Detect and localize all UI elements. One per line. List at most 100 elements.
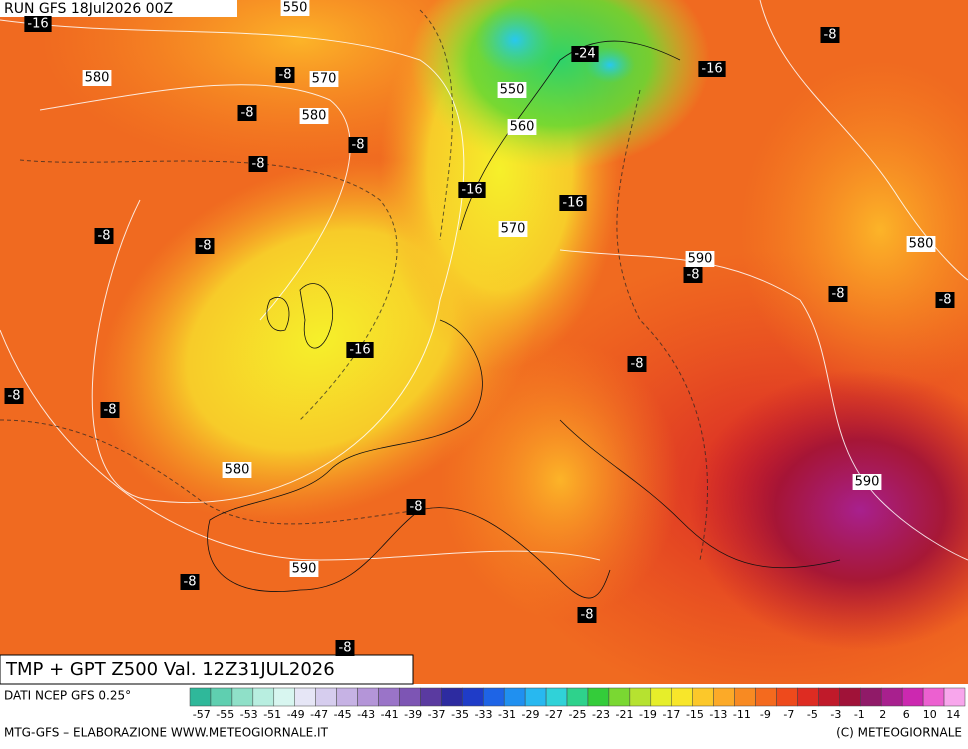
height-label: 580 bbox=[85, 71, 110, 86]
legend-swatch bbox=[839, 687, 861, 707]
temp-label: -8 bbox=[241, 106, 254, 121]
temp-label: -8 bbox=[199, 239, 212, 254]
legend-swatch bbox=[692, 687, 714, 707]
legend-swatch bbox=[357, 687, 379, 707]
legend-swatch bbox=[482, 687, 505, 707]
temp-label-box bbox=[237, 105, 257, 121]
temp-label: -8 bbox=[631, 357, 644, 372]
legend-label: -11 bbox=[733, 708, 751, 721]
temp-label: -8 bbox=[104, 403, 117, 418]
legend-swatch bbox=[315, 687, 337, 707]
temp-label: -16 bbox=[461, 183, 482, 198]
legend-swatch bbox=[734, 687, 756, 707]
temp-label: -8 bbox=[8, 389, 21, 404]
legend-label: -47 bbox=[310, 708, 328, 721]
temp-label: -16 bbox=[562, 196, 583, 211]
temp-label-box bbox=[346, 342, 374, 358]
legend-label: -1 bbox=[854, 708, 865, 721]
legend-swatch bbox=[797, 687, 819, 707]
temp-label-box bbox=[577, 607, 597, 623]
temp-label-box bbox=[406, 499, 426, 515]
legend-label: -15 bbox=[686, 708, 704, 721]
temp-label: -8 bbox=[687, 268, 700, 283]
temp-label: -8 bbox=[252, 157, 265, 172]
temp-label: -8 bbox=[184, 575, 197, 590]
temp-label-box bbox=[683, 267, 703, 283]
legend-label: 10 bbox=[923, 708, 937, 721]
legend-label: -45 bbox=[334, 708, 352, 721]
temp-label-box bbox=[195, 238, 215, 254]
legend-swatch bbox=[545, 687, 568, 707]
legend-label: -13 bbox=[709, 708, 727, 721]
height-label-box bbox=[280, 0, 310, 16]
legend-swatch bbox=[189, 687, 212, 707]
temp-label: -8 bbox=[339, 641, 352, 656]
height-label: 570 bbox=[501, 222, 526, 237]
temp-label-box bbox=[100, 402, 120, 418]
temp-label-box bbox=[180, 574, 200, 590]
height-label: 580 bbox=[909, 237, 934, 252]
temp-label: -8 bbox=[352, 138, 365, 153]
height-label-box bbox=[497, 82, 527, 98]
temp-label-box bbox=[935, 292, 955, 308]
legend-swatch bbox=[713, 687, 735, 707]
temp-label: -8 bbox=[410, 500, 423, 515]
temp-label-box bbox=[698, 61, 726, 77]
temp-label-box bbox=[571, 46, 599, 62]
height-label-box bbox=[498, 221, 528, 237]
legend-label: 14 bbox=[946, 708, 960, 721]
temp-label-box bbox=[348, 137, 368, 153]
title-box bbox=[0, 654, 414, 685]
legend-label: -3 bbox=[830, 708, 841, 721]
height-label: 550 bbox=[283, 1, 308, 16]
legend-label: -35 bbox=[451, 708, 469, 721]
legend-label: 6 bbox=[903, 708, 910, 721]
height-label-box bbox=[82, 70, 112, 86]
legend-swatch bbox=[252, 687, 275, 707]
temp-label-box bbox=[275, 67, 295, 83]
height-label: 560 bbox=[510, 120, 535, 135]
legend-swatch bbox=[524, 687, 547, 707]
temp-label: -8 bbox=[98, 229, 111, 244]
legend-swatch bbox=[776, 687, 798, 707]
temp-label: -16 bbox=[27, 17, 48, 32]
height-label-box bbox=[685, 251, 715, 267]
legend-swatch bbox=[587, 687, 610, 707]
temp-label: -24 bbox=[574, 47, 595, 62]
legend-label: -57 bbox=[193, 708, 211, 721]
legend-label: -31 bbox=[498, 708, 516, 721]
legend-label: -29 bbox=[522, 708, 540, 721]
legend-label: -37 bbox=[428, 708, 446, 721]
legend-label: -43 bbox=[357, 708, 375, 721]
legend-swatch bbox=[755, 687, 777, 707]
legend-swatch bbox=[818, 687, 840, 707]
temp-label-box bbox=[4, 388, 24, 404]
color-legend: -57 -55 -53 -51 -49 -47 -45 -43 -41 -39 -37 -35 -33-… bbox=[189, 687, 966, 721]
legend-label: -53 bbox=[240, 708, 258, 721]
height-label-box bbox=[299, 108, 329, 124]
legend-swatch bbox=[860, 687, 882, 707]
legend-label: -55 bbox=[216, 708, 234, 721]
map-field bbox=[0, 0, 968, 684]
height-label-box bbox=[906, 236, 936, 252]
map-labels: -16 -8 -8 -8 -8 -24 -16 -8 -16 -16 -8 -8 -8 -8 -8 -16 -8… bbox=[4, 0, 955, 656]
legend-label: -7 bbox=[783, 708, 794, 721]
legend-swatch bbox=[210, 687, 233, 707]
height-label: 590 bbox=[292, 562, 317, 577]
copyright-label: (C) METEOGIORNALE bbox=[836, 726, 962, 740]
credit-label: MTG-GFS – ELABORAZIONE WWW.METEOGIORNALE… bbox=[4, 726, 329, 740]
legend-label: -39 bbox=[404, 708, 422, 721]
height-label: 570 bbox=[312, 72, 337, 87]
legend-label: -23 bbox=[592, 708, 610, 721]
legend-swatch bbox=[629, 687, 652, 707]
temp-label-box bbox=[335, 640, 355, 656]
temp-label-box bbox=[94, 228, 114, 244]
temp-label: -8 bbox=[279, 68, 292, 83]
legend-label: -49 bbox=[287, 708, 305, 721]
legend-label: -25 bbox=[569, 708, 587, 721]
temp-label: -16 bbox=[701, 62, 722, 77]
legend-swatch bbox=[273, 687, 295, 707]
temp-label-box bbox=[458, 182, 486, 198]
legend-swatch bbox=[399, 687, 421, 707]
